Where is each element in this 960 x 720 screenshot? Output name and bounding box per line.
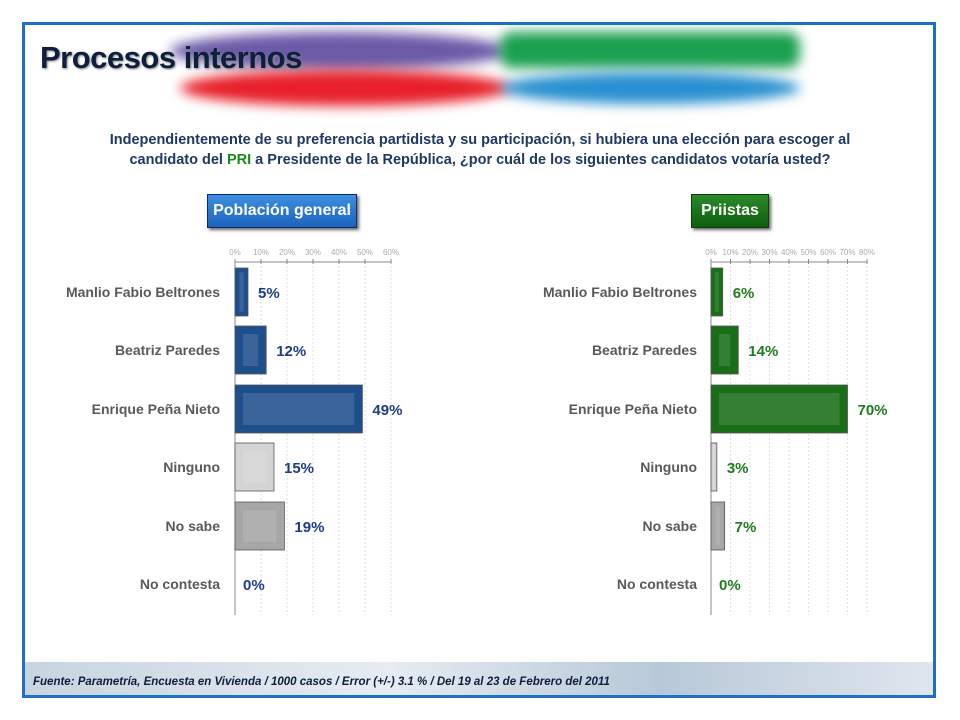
tick-label: 30% [761,248,777,257]
tick-label: 60% [383,248,399,257]
tick-label: 50% [800,248,816,257]
data-label: 19% [294,519,324,536]
data-label: 3% [727,460,749,477]
data-label: 49% [372,402,402,419]
footer: Fuente: Parametría, Encuesta en Vivienda… [25,662,933,695]
data-label: 14% [748,343,778,360]
bar [234,501,285,551]
bar-bevel [243,334,259,366]
bar-bevel [243,510,277,542]
category-label: Enrique Peña Nieto [569,401,697,417]
data-label: 12% [276,343,306,360]
source-note: Fuente: Parametría, Encuesta en Vivienda… [33,676,610,688]
question-line-1: Independientemente de su preferencia par… [109,132,851,148]
tick-label: 10% [253,248,269,257]
tick-label: 80% [859,248,875,257]
bar [710,384,848,434]
tick-label: 50% [357,248,373,257]
category-label: Manlio Fabio Beltrones [66,284,220,300]
bar [234,325,267,375]
data-label: 15% [284,460,314,477]
bar [710,442,718,492]
data-label: 0% [719,577,741,594]
bar [234,442,275,492]
chart-1: 0% 10% 20% 30% 40% 50% 60% 70% 80%Manlio Fabio B… [543,248,888,615]
chart-title-priistas: Priistas [691,194,769,228]
bar-bevel [719,393,840,425]
bar [710,267,724,317]
tick-label: 40% [331,248,347,257]
chart-title-poblacion: Población general [207,194,357,228]
bar-bevel [243,393,355,425]
bar-bevel [715,506,721,546]
category-label: No sabe [166,518,221,534]
tick-label: 40% [781,248,797,257]
category-label: Beatriz Paredes [115,342,220,358]
tick-label: 0% [229,248,241,257]
tick-label: 70% [839,248,855,257]
bar-bevel [239,272,244,312]
category-label: Manlio Fabio Beltrones [543,284,697,300]
page-title: Procesos internos [40,40,302,75]
data-label: 5% [258,285,280,302]
bar-bevel [714,271,719,313]
bar [710,501,726,551]
tick-label: 0% [705,248,717,257]
bar [710,325,739,375]
bar-bevel [243,451,266,483]
data-label: 70% [858,402,888,419]
data-label: 6% [733,285,755,302]
data-label: 0% [243,577,265,594]
category-label: No sabe [643,518,698,534]
category-label: No contesta [617,576,697,592]
tick-label: 10% [722,248,738,257]
tick-label: 60% [820,248,836,257]
data-label: 7% [735,519,757,536]
tick-label: 20% [279,248,295,257]
category-label: Beatriz Paredes [592,342,697,358]
question-text: candidato del [129,152,227,168]
category-label: Ninguno [640,459,697,475]
bar [234,384,363,434]
bar [234,267,249,317]
banner-graphic [110,26,810,106]
question-text: a Presidente de la República, ¿por cuál … [251,152,831,168]
question-line-2: candidato del PRI a Presidente de la Rep… [80,150,880,170]
chart-0: 0% 10% 20% 30% 40% 50% 60% Manlio Fabio Beltron… [66,248,402,615]
tick-label: 20% [742,248,758,257]
category-label: Enrique Peña Nieto [92,401,220,417]
party-name: PRI [226,152,252,168]
category-label: Ninguno [163,459,220,475]
tick-label: 30% [305,248,321,257]
slide-frame [22,22,936,698]
bar-bevel [712,444,715,490]
survey-question: Independientemente de su preferencia par… [80,130,880,170]
bar-bevel [719,334,731,366]
category-label: No contesta [140,576,220,592]
